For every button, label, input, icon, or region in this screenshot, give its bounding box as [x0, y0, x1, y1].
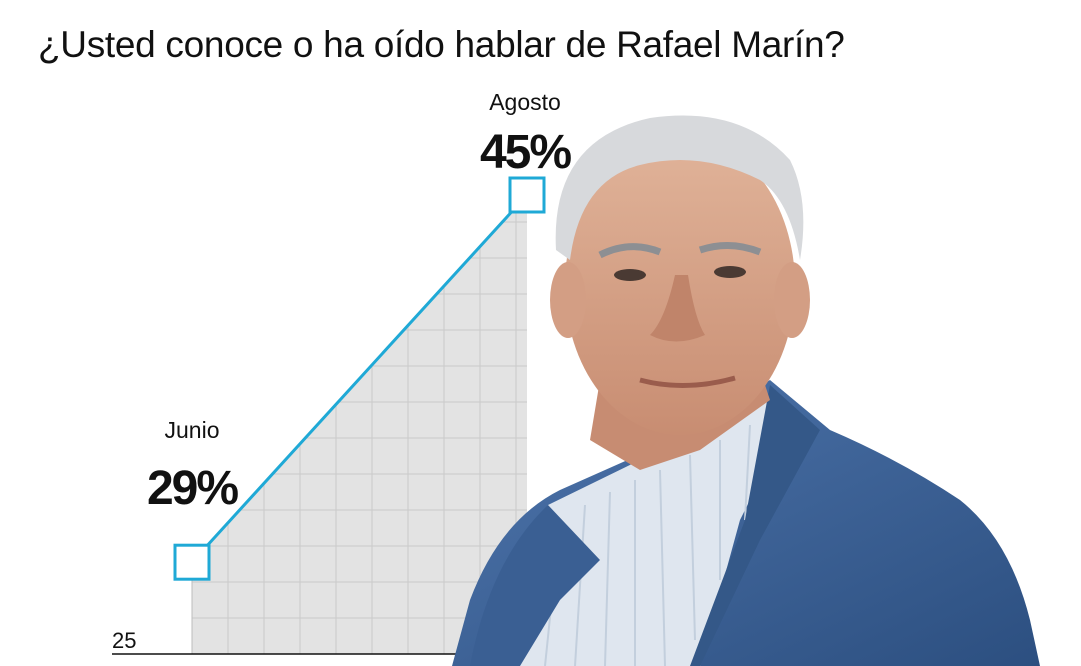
- category-label-junio: Junio: [165, 417, 220, 443]
- portrait-hair: [555, 115, 804, 260]
- portrait-ear-left: [550, 262, 586, 338]
- portrait-shirt: [519, 400, 790, 666]
- series-line: [190, 193, 529, 564]
- portrait-ear-right: [774, 262, 810, 338]
- value-label-junio: 29%: [147, 462, 238, 515]
- area-fill: [192, 195, 527, 654]
- category-label-agosto: Agosto: [489, 89, 561, 115]
- person-portrait-icon: [452, 115, 1040, 666]
- chart-title: ¿Usted conoce o ha oído hablar de Rafael…: [38, 24, 845, 65]
- value-label-agosto: 45%: [480, 126, 571, 179]
- data-point-junio: [173, 543, 211, 581]
- y-tick-label: 25: [112, 628, 136, 653]
- data-point-agosto: [508, 176, 546, 214]
- portrait-lapel-left: [470, 505, 600, 666]
- portrait-lapel-right: [690, 385, 820, 666]
